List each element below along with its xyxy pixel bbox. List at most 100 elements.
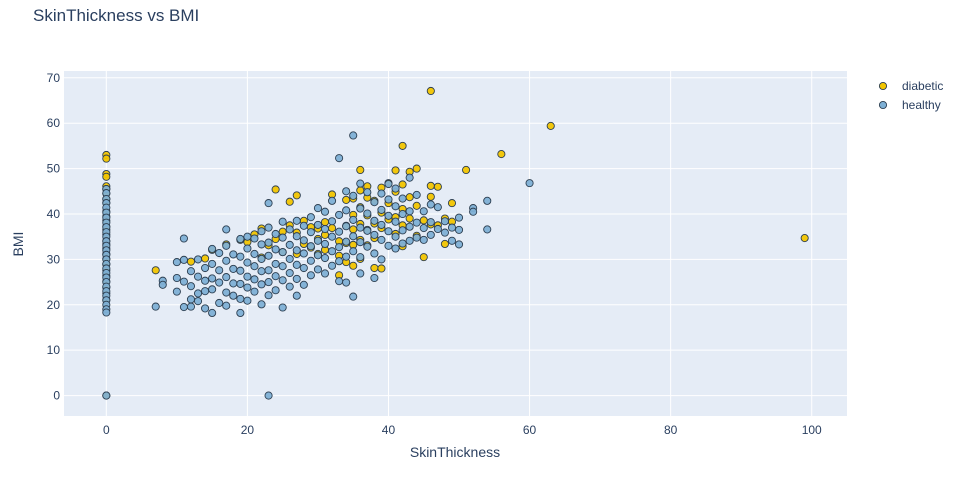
legend-label-healthy: healthy [902,98,941,112]
y-tick-label: 0 [53,389,60,403]
data-point-healthy [193,289,203,298]
data-point-healthy [335,277,344,286]
data-point-healthy [320,253,330,263]
data-point-healthy [250,262,259,271]
data-point-healthy [306,228,315,237]
data-point-healthy [483,225,492,234]
data-point-healthy [201,304,210,313]
data-point-diabetic [426,181,435,190]
data-point-healthy [208,308,217,318]
data-point-healthy [440,217,449,226]
data-point-healthy [250,234,259,243]
data-point-healthy [356,238,365,247]
data-point-healthy [363,242,372,251]
data-point-healthy [215,266,224,275]
data-point-healthy [257,254,266,263]
data-point-healthy [172,287,181,296]
data-point-healthy [278,233,287,242]
data-point-healthy [377,189,386,198]
data-point-healthy [405,173,414,182]
data-point-healthy [447,223,457,232]
data-point-healthy [278,303,287,312]
data-point-healthy [525,179,534,188]
data-point-healthy [433,203,442,212]
data-point-healthy [158,280,167,289]
data-point-healthy [179,234,188,243]
legend-marker-diabetic [878,81,888,91]
data-point-healthy [320,239,330,249]
data-point-healthy [384,241,393,250]
y-tick-label: 60 [47,116,61,130]
data-point-healthy [356,269,365,278]
data-point-healthy [483,196,492,205]
data-point-healthy [229,264,238,273]
data-point-diabetic [285,197,294,206]
data-point-diabetic [412,164,421,173]
data-point-healthy [222,273,231,282]
data-point-healthy [250,287,259,296]
data-point-healthy [328,232,337,241]
data-point-healthy [320,207,330,216]
data-point-healthy [328,217,337,226]
data-point-healthy [398,226,407,235]
data-point-healthy [391,184,400,193]
x-tick-label: 20 [241,423,255,437]
data-point-healthy [102,391,111,400]
data-point-healthy [454,213,464,222]
data-point-healthy [278,217,287,226]
data-point-healthy [391,232,400,241]
data-point-healthy [193,255,203,264]
data-point-diabetic [102,172,111,181]
y-tick-label: 70 [47,71,61,85]
data-point-healthy [398,239,407,248]
x-tick-label: 40 [382,423,396,437]
data-point-healthy [186,302,196,311]
data-point-healthy [356,204,365,213]
data-point-diabetic [370,263,379,273]
data-point-healthy [412,190,421,199]
data-point-healthy [412,233,421,242]
data-point-healthy [285,282,294,291]
data-point-healthy [257,227,266,236]
x-tick-label: 100 [802,423,822,437]
data-point-healthy [384,227,393,236]
data-point-healthy [306,242,315,251]
data-point-healthy [257,267,266,276]
data-point-healthy [320,224,330,234]
data-point-healthy [349,215,358,224]
data-point-healthy [370,230,379,239]
data-point-diabetic [328,224,337,233]
data-point-diabetic [426,86,435,96]
data-point-healthy [328,196,337,205]
data-point-healthy [306,213,315,222]
data-point-healthy [271,286,280,295]
data-point-healthy [356,223,365,232]
data-point-healthy [349,131,358,140]
data-point-healthy [201,287,210,296]
data-point-healthy [342,252,351,261]
data-point-healthy [201,263,210,273]
data-point-healthy [271,272,280,281]
data-point-diabetic [356,165,365,175]
data-point-healthy [349,191,358,200]
data-point-diabetic [405,193,414,202]
data-point-healthy [179,255,188,264]
data-point-healthy [285,254,294,263]
data-point-healthy [370,273,379,283]
data-point-diabetic [356,186,365,195]
y-tick-label: 10 [47,343,61,357]
data-point-healthy [243,283,252,292]
data-point-healthy [102,308,111,317]
data-point-healthy [257,240,266,249]
data-point-healthy [179,277,188,286]
data-point-healthy [306,256,315,265]
data-point-healthy [306,271,315,280]
data-point-healthy [222,225,231,234]
data-point-healthy [222,256,231,265]
data-point-healthy [186,282,196,291]
data-point-diabetic [440,239,449,249]
data-point-healthy [447,236,457,245]
data-point-healthy [292,246,301,255]
data-point-healthy [426,200,435,209]
